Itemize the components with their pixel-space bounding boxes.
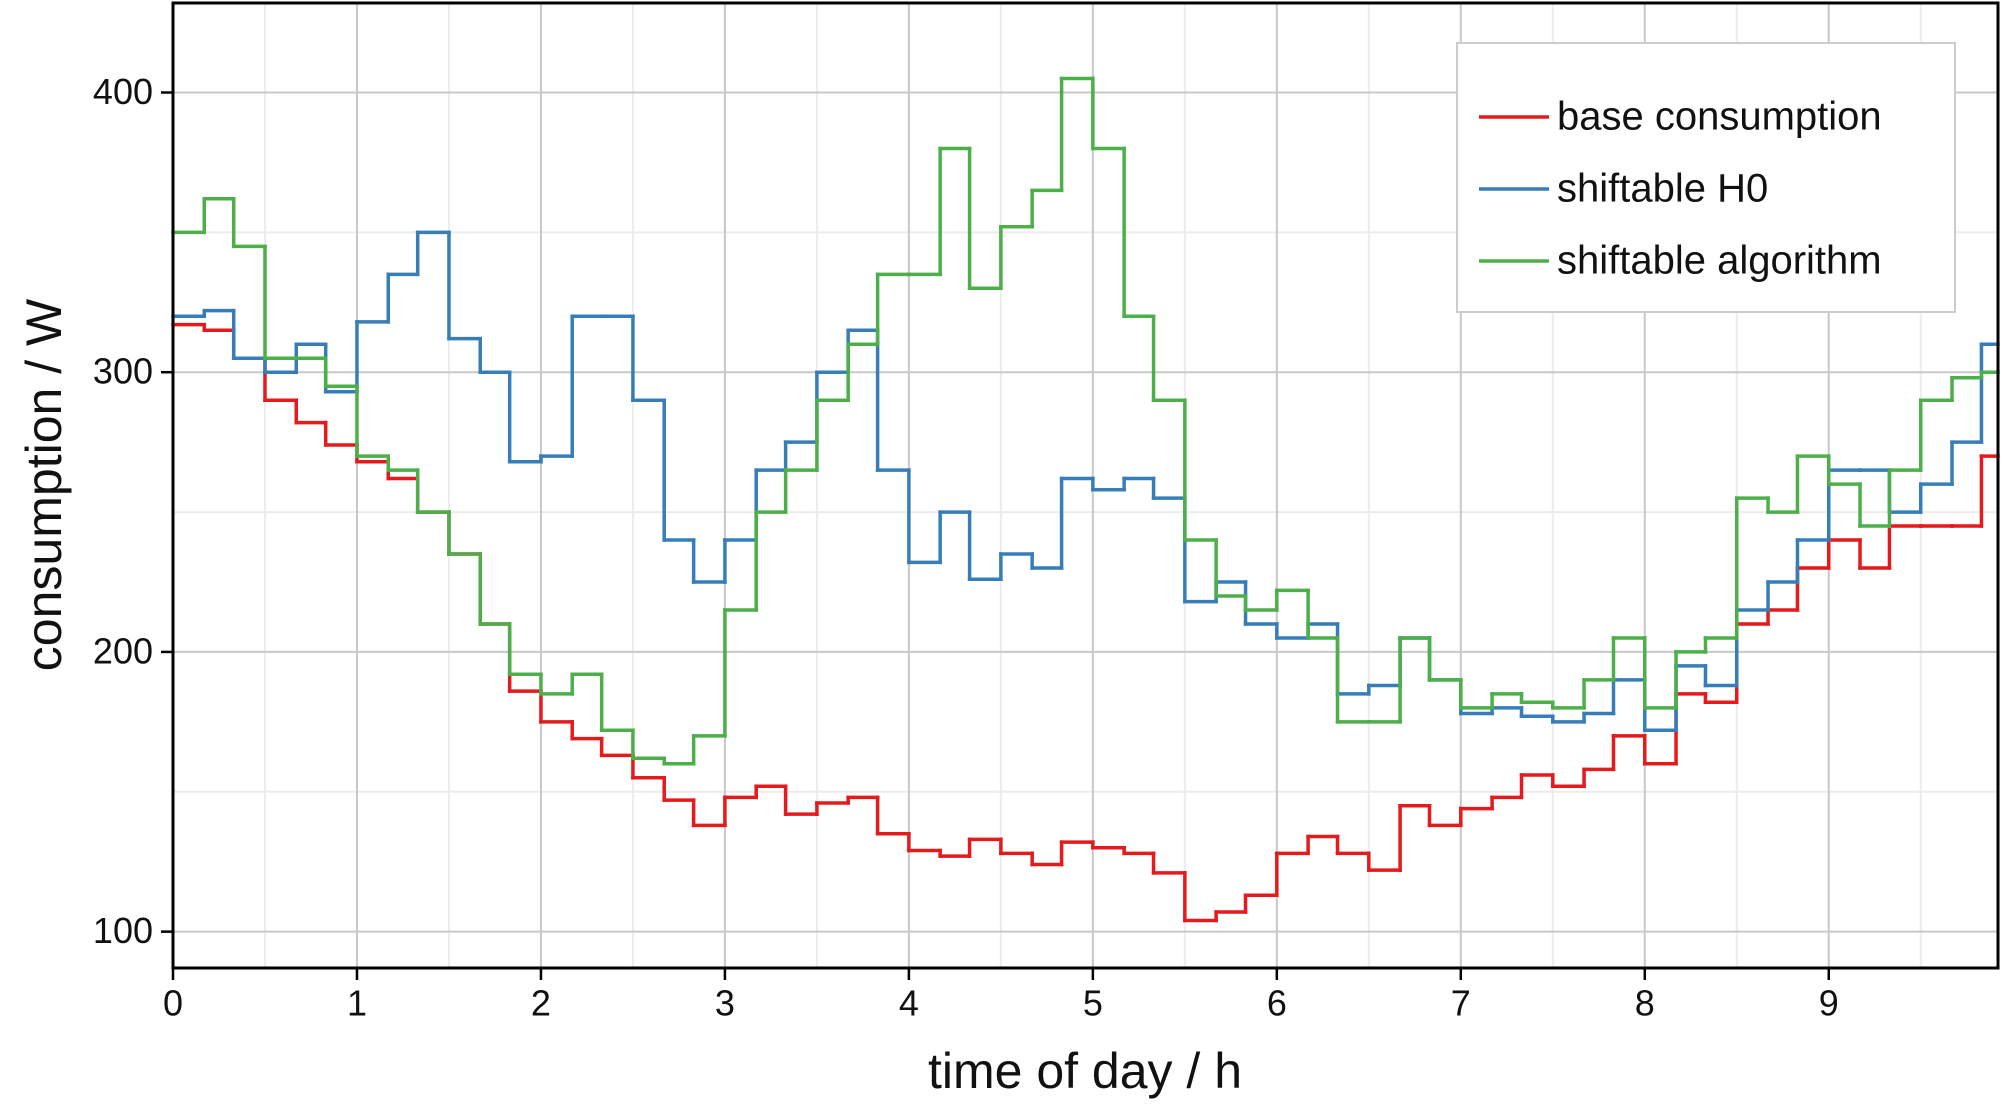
series: [171, 76, 2000, 766]
x-tick-label: 8: [1635, 983, 1655, 1024]
x-tick-label: 6: [1267, 983, 1287, 1024]
x-tick-label: 9: [1819, 983, 1839, 1024]
plot-frame: [171, 1, 2000, 970]
y-tick-label: 200: [93, 630, 153, 671]
x-tick-label: 3: [715, 983, 735, 1024]
y-tick-label: 100: [93, 910, 153, 951]
legend: base consumption shiftable H0 shiftable al…: [1456, 42, 1956, 313]
legend-label: base consumption: [1557, 95, 1882, 139]
x-tick-label: 1: [347, 983, 367, 1024]
x-tick-label: 7: [1451, 983, 1471, 1024]
legend-label: shiftable algorithm: [1557, 239, 1882, 283]
x-tick-label: 5: [1083, 983, 1103, 1024]
x-axis-title: time of day / h: [928, 1043, 1242, 1099]
series: [171, 322, 2000, 923]
x-tick-label: 2: [531, 983, 551, 1024]
y-tick-label: 300: [93, 351, 153, 392]
x-tick-label: 4: [899, 983, 919, 1024]
legend-label: shiftable H0: [1557, 167, 1768, 211]
legend-box: [1456, 42, 1956, 313]
y-tick-label: 400: [93, 71, 153, 112]
y-axis-title: consumption / W: [16, 298, 72, 671]
x-tick-label: 0: [163, 983, 183, 1024]
